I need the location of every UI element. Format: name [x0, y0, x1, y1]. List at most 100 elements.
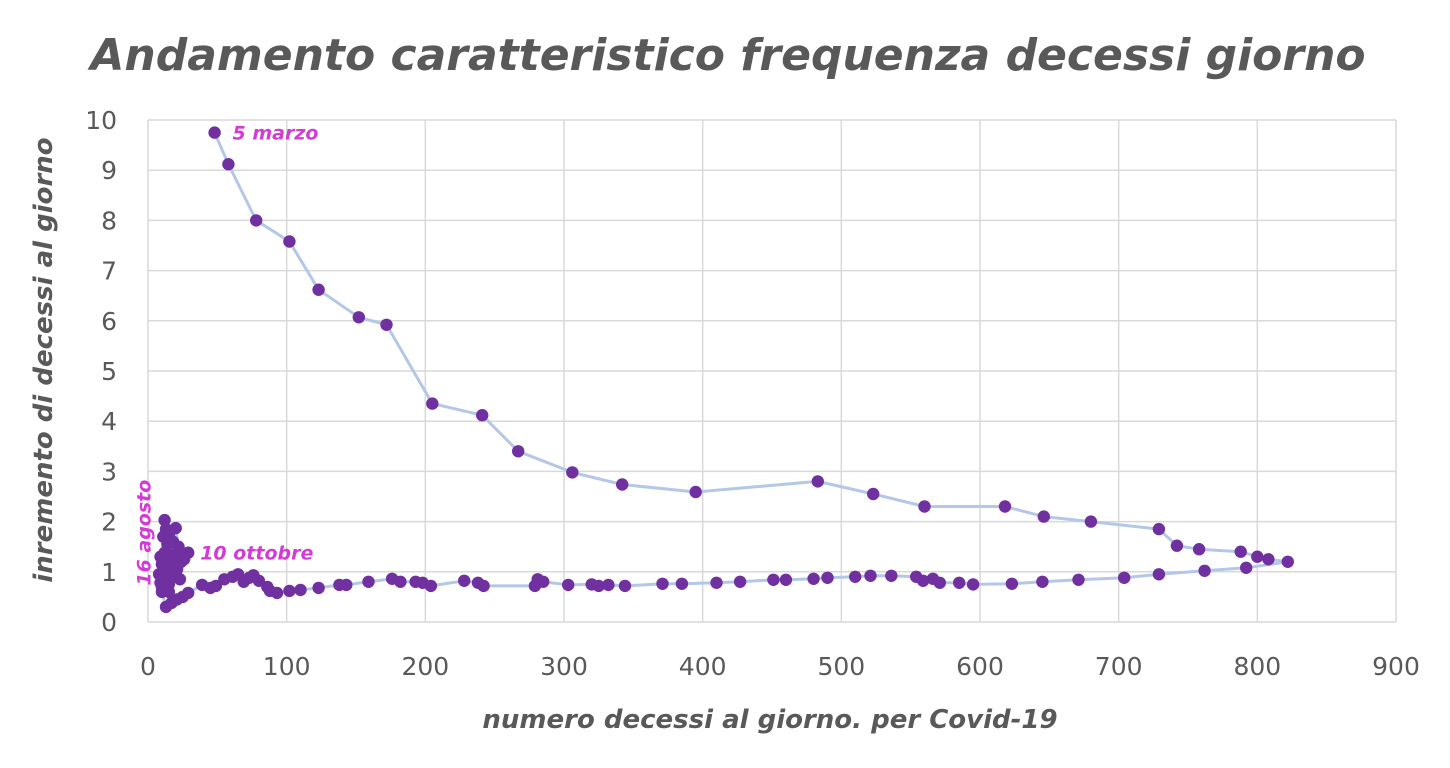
data-point: [998, 500, 1012, 513]
x-tick-label: 800: [1233, 652, 1281, 681]
data-point: [471, 576, 485, 589]
data-point: [767, 573, 780, 586]
data-point: [885, 569, 898, 582]
data-point: [602, 578, 615, 592]
data-point: [409, 575, 422, 588]
data-point: [1084, 515, 1098, 528]
y-axis-title: inremento di decessi al giorno: [29, 137, 59, 582]
data-point: [710, 576, 723, 589]
x-tick-label: 700: [1095, 652, 1143, 681]
x-tick-label: 900: [1372, 652, 1420, 681]
data-point: [169, 521, 182, 535]
data-point: [689, 485, 702, 499]
x-tick-label: 300: [540, 652, 588, 681]
data-point: [426, 397, 439, 410]
data-point: [162, 585, 175, 599]
data-point: [218, 573, 231, 586]
y-tick-label: 4: [101, 407, 117, 436]
data-point: [476, 409, 489, 422]
data-point: [352, 311, 365, 324]
data-point: [250, 214, 263, 227]
data-point: [811, 475, 824, 488]
annotation-5-marzo: 5 marzo: [233, 123, 319, 145]
x-tick-label: 400: [679, 652, 727, 681]
data-point: [1262, 553, 1275, 566]
data-points: [152, 126, 1295, 614]
chart-title: Andamento caratteristico frequenza deces…: [87, 30, 1365, 81]
data-point: [1118, 571, 1131, 584]
data-point: [159, 600, 173, 614]
y-tick-label: 9: [101, 156, 117, 185]
data-point: [733, 575, 747, 588]
x-axis-title: numero decessi al giorno. per Covid-19: [482, 705, 1057, 735]
x-tick-label: 0: [140, 652, 156, 681]
data-point: [385, 572, 399, 585]
data-point: [380, 318, 393, 331]
data-point: [208, 126, 221, 139]
data-point: [1037, 510, 1051, 523]
data-point: [1234, 545, 1247, 558]
data-point: [182, 546, 195, 559]
data-point: [1036, 575, 1049, 588]
x-tick-label: 100: [263, 652, 311, 681]
annotations: 5 marzo 10 ottobre 16 agosto: [133, 123, 318, 586]
y-tick-label: 8: [101, 206, 117, 235]
y-tick-label: 7: [101, 257, 117, 286]
data-point: [779, 573, 793, 586]
y-tick-label: 1: [101, 558, 117, 587]
data-point: [656, 577, 669, 590]
data-point: [512, 445, 525, 458]
data-point: [283, 584, 296, 598]
annotation-16-agosto: 16 agosto: [133, 480, 155, 586]
data-point: [585, 578, 598, 591]
grid: [147, 119, 1397, 623]
data-point: [158, 565, 171, 578]
data-point: [821, 571, 834, 584]
data-point: [849, 570, 862, 583]
data-point: [1251, 550, 1264, 563]
data-point: [1198, 564, 1211, 577]
data-point: [458, 574, 471, 587]
data-point: [1072, 573, 1085, 586]
data-point: [926, 572, 940, 585]
data-point: [312, 581, 325, 595]
data-point: [173, 573, 187, 586]
data-point: [1152, 568, 1166, 581]
annotation-10-ottobre: 10 ottobre: [200, 543, 313, 565]
data-point: [222, 158, 235, 171]
data-point: [1152, 522, 1166, 536]
y-tick-label: 0: [101, 608, 117, 637]
data-point: [675, 577, 689, 590]
tick-labels: 0 100 200 300 400 500 600 700 800 900 0 1 2 3 4 5 6 7 8 9 10: [85, 106, 1420, 681]
x-tick-label: 200: [401, 652, 449, 681]
x-tick-label: 600: [956, 652, 1004, 681]
data-point: [562, 578, 575, 592]
y-tick-label: 2: [101, 508, 117, 537]
data-point: [966, 578, 980, 591]
data-point: [312, 283, 325, 296]
y-tick-label: 3: [101, 457, 117, 486]
data-point: [294, 583, 307, 597]
data-point: [195, 578, 209, 592]
data-point: [867, 487, 880, 501]
data-point: [807, 572, 820, 585]
data-point: [618, 579, 632, 593]
data-point: [1170, 539, 1184, 552]
data-point: [910, 570, 923, 583]
data-point: [616, 478, 629, 491]
data-point: [1005, 577, 1019, 590]
data-point: [158, 513, 171, 527]
data-point: [1281, 555, 1295, 568]
data-point: [953, 576, 966, 589]
data-point: [864, 569, 877, 582]
y-tick-label: 10: [85, 106, 117, 135]
y-tick-label: 5: [101, 357, 117, 386]
data-point: [918, 500, 931, 513]
data-point: [1192, 543, 1206, 556]
x-tick-label: 500: [817, 652, 865, 681]
y-tick-label: 6: [101, 307, 117, 336]
data-point: [333, 578, 346, 592]
data-point: [566, 466, 579, 479]
data-point: [362, 575, 375, 588]
